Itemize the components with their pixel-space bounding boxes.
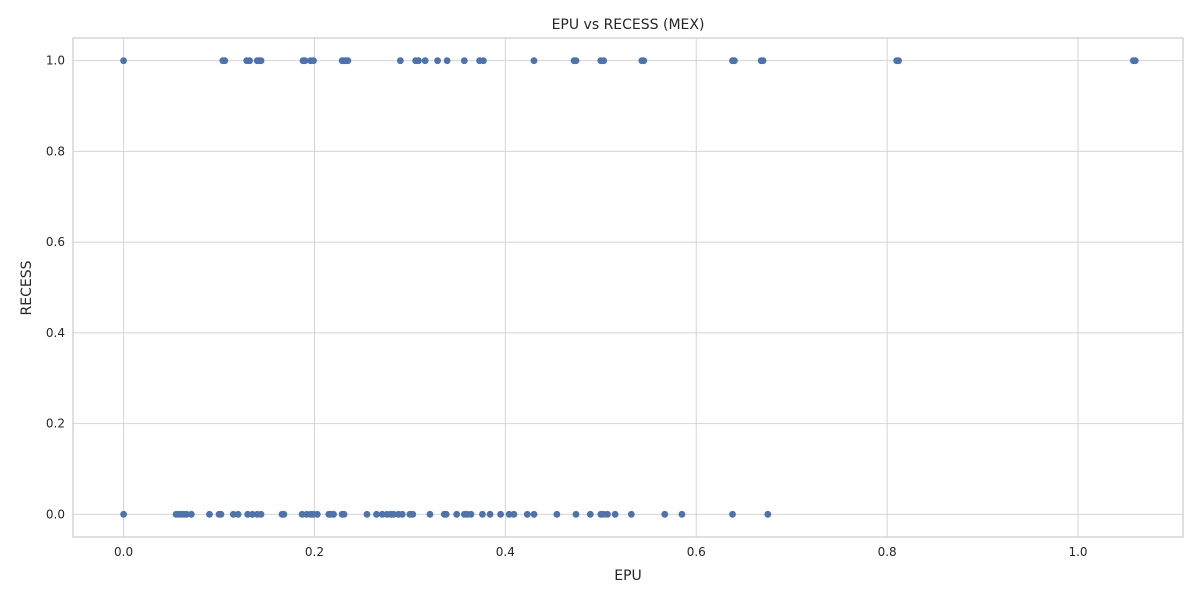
x-tick-label: 0.8	[878, 545, 897, 559]
data-point	[221, 57, 229, 65]
data-point	[301, 57, 309, 65]
data-point	[120, 57, 127, 65]
x-tick-label: 0.6	[687, 545, 706, 559]
data-point	[434, 57, 441, 65]
data-point	[627, 510, 635, 518]
y-tick-label: 0.4	[46, 326, 65, 340]
data-point	[553, 510, 561, 518]
data-point	[183, 510, 190, 518]
data-point	[310, 57, 317, 65]
points-layer	[120, 57, 1139, 518]
data-point	[453, 510, 461, 518]
data-point	[467, 510, 475, 518]
x-tick-label: 0.4	[496, 545, 515, 559]
data-point	[479, 510, 486, 518]
data-point	[759, 57, 767, 65]
data-point	[510, 510, 518, 518]
data-point	[206, 510, 213, 518]
data-point	[396, 57, 404, 65]
x-tick-label: 0.0	[114, 545, 133, 559]
data-point	[280, 510, 288, 518]
data-point	[378, 510, 386, 518]
data-point	[764, 510, 772, 518]
data-point	[505, 510, 513, 518]
data-point	[313, 510, 321, 518]
data-point	[480, 57, 487, 65]
data-point	[330, 510, 337, 518]
data-point	[340, 510, 348, 518]
chart-title: EPU vs RECESS (MEX)	[552, 17, 705, 33]
data-point	[390, 510, 398, 518]
data-point	[249, 510, 256, 518]
data-point	[120, 510, 127, 518]
data-point	[523, 510, 531, 518]
data-point	[486, 510, 494, 518]
data-point	[586, 510, 594, 518]
data-point	[572, 510, 580, 518]
data-point	[298, 510, 306, 518]
y-tick-label: 0.0	[46, 507, 65, 521]
x-tick-label: 1.0	[1068, 545, 1087, 559]
data-point	[421, 57, 429, 65]
data-point	[409, 510, 417, 518]
plot-frame	[72, 37, 1184, 538]
x-axis-label: EPU	[614, 568, 642, 584]
data-point	[661, 510, 669, 518]
data-point	[640, 57, 648, 65]
data-point	[257, 510, 265, 518]
data-point	[344, 57, 352, 65]
data-point	[442, 510, 450, 518]
data-point	[611, 510, 619, 518]
y-axis-label: RECESS	[19, 260, 35, 315]
data-point	[497, 510, 504, 518]
data-point	[572, 57, 580, 65]
data-point	[604, 510, 611, 518]
data-point	[530, 510, 538, 518]
data-point	[530, 57, 538, 65]
data-point	[729, 510, 736, 518]
data-point	[363, 510, 371, 518]
data-point	[415, 57, 422, 65]
y-tick-label: 0.2	[46, 417, 65, 431]
y-tick-label: 1.0	[46, 54, 65, 68]
y-tick-label: 0.8	[46, 144, 65, 158]
data-point	[373, 510, 380, 518]
x-tick-label: 0.2	[305, 545, 324, 559]
data-point	[244, 510, 252, 518]
data-point	[895, 57, 902, 65]
data-point	[443, 57, 451, 65]
data-point	[257, 57, 265, 65]
data-point	[246, 57, 253, 65]
data-point	[678, 510, 686, 518]
data-point	[234, 510, 242, 518]
data-point	[217, 510, 225, 518]
data-point	[731, 57, 738, 65]
data-point	[426, 510, 434, 518]
data-point	[460, 57, 468, 65]
data-point	[1131, 57, 1139, 65]
data-point	[600, 57, 608, 65]
data-point	[229, 510, 237, 518]
data-point	[398, 510, 406, 518]
ticks-layer: 0.0 0.2 0.4 0.6 0.8 1.0 0.0 0.2 0.4 0.6 0.8 1.0	[46, 54, 1088, 559]
y-tick-label: 0.6	[46, 235, 65, 249]
data-point	[187, 510, 195, 518]
